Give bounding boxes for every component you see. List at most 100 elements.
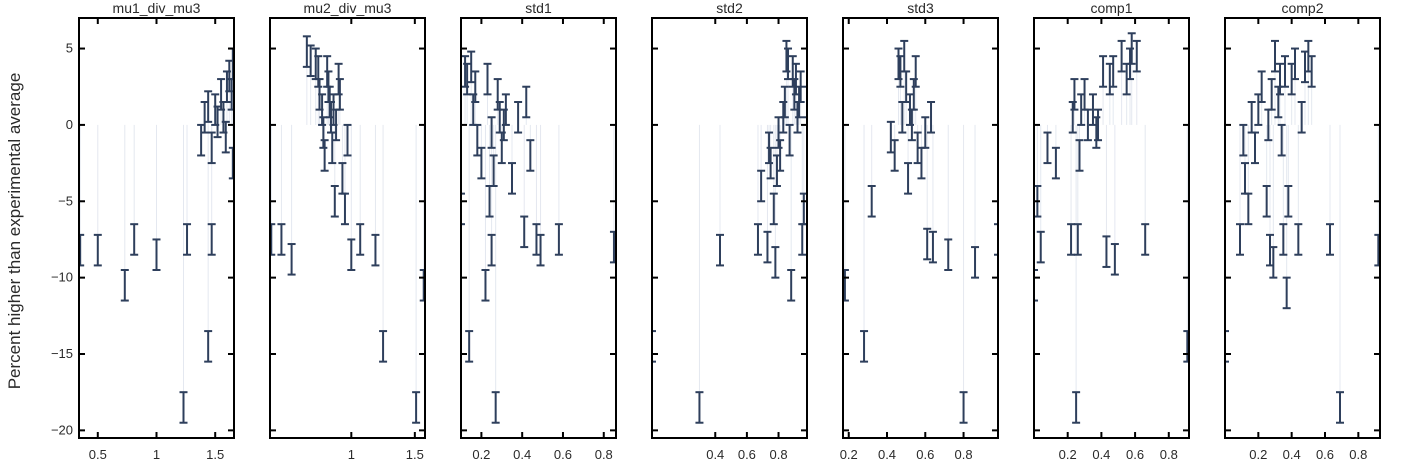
error-bar-point	[1051, 146, 1060, 180]
error-bar-point	[340, 192, 349, 226]
error-bar-point	[1141, 223, 1150, 256]
x-tick-label: 0.2	[840, 447, 858, 462]
error-bar-point	[471, 70, 480, 103]
panel-title: std1	[525, 0, 552, 16]
error-bar-point	[343, 123, 352, 157]
error-bar-point	[204, 90, 213, 123]
error-bar-point	[228, 146, 234, 180]
error-bar-point	[1297, 101, 1306, 134]
error-bar-point	[93, 233, 102, 267]
error-bar-point	[1109, 55, 1118, 88]
panel-comp2: comp2 0.2 0.4 0.6 0.8	[1224, 0, 1381, 462]
x-tick-label: 0.6	[1126, 447, 1144, 462]
error-bar-point	[944, 238, 953, 271]
error-bar-point	[1110, 243, 1119, 276]
error-bar-point	[911, 55, 920, 88]
error-bar-point	[1281, 55, 1289, 88]
panel-title: mu2_div_mu3	[304, 0, 392, 16]
error-bar-point	[780, 85, 789, 119]
error-bar-point	[1276, 62, 1284, 96]
error-bar-point	[1036, 230, 1045, 264]
error-bar-point	[467, 50, 476, 84]
error-bar-point	[1269, 246, 1278, 279]
error-bar-point	[782, 39, 791, 73]
error-bar-point	[609, 230, 616, 264]
panel-frame	[651, 17, 808, 439]
error-bar-point	[898, 101, 907, 134]
error-bar-point	[886, 120, 895, 154]
x-tick-label: 0.2	[1059, 447, 1077, 462]
error-bar-point	[927, 101, 936, 134]
x-tick-label: 0.8	[595, 447, 613, 462]
error-bar-point	[1257, 70, 1266, 103]
error-bar-point	[1043, 131, 1052, 165]
error-bar-point	[270, 223, 276, 256]
error-bar-point	[1274, 85, 1283, 119]
x-tick-label: 0.8	[1160, 447, 1178, 462]
error-bar-point	[971, 246, 980, 279]
error-bar-point	[867, 185, 876, 218]
x-tick-label: 0.4	[513, 447, 531, 462]
error-bar-point	[1241, 162, 1249, 195]
error-bar-point	[1277, 123, 1286, 157]
error-bar-point	[959, 391, 968, 424]
error-bar-point	[477, 146, 486, 180]
error-bar-point	[207, 223, 216, 256]
error-bar-point	[1225, 330, 1229, 363]
x-tick-label: 1.5	[406, 447, 424, 462]
error-bar-point	[1072, 391, 1081, 424]
error-bar-point	[554, 223, 563, 256]
x-tick-label: 0.4	[1092, 447, 1110, 462]
error-bar-point	[1073, 223, 1082, 256]
error-bar-point	[347, 238, 356, 271]
error-bar-point	[330, 185, 339, 218]
error-bar-point	[419, 269, 425, 302]
panel-title: comp1	[1090, 0, 1132, 16]
error-bar-point	[1264, 108, 1273, 142]
error-bar-point	[183, 223, 192, 256]
error-bar-point	[328, 131, 337, 165]
error-bar-point	[1034, 269, 1038, 302]
error-bar-point	[1183, 330, 1189, 363]
error-bar-point	[1132, 39, 1141, 73]
error-bar-point	[207, 131, 216, 165]
error-bar-point	[843, 269, 849, 302]
error-bar-point	[1068, 101, 1077, 134]
panel-data	[652, 39, 807, 424]
error-bar-point	[1284, 185, 1293, 218]
x-tick-label: 0.4	[1283, 447, 1301, 462]
error-bar-point	[507, 162, 516, 195]
x-tick-label: 0.8	[955, 447, 973, 462]
y-axis-label: Percent higher than experimental average	[5, 73, 24, 390]
error-bar-point	[487, 116, 496, 149]
error-bar-point	[1251, 131, 1259, 165]
error-bar-point	[221, 120, 230, 154]
panel-mu2-div-mu3: mu2_div_mu3 1 1.5	[269, 0, 426, 462]
error-bar-point	[314, 55, 323, 88]
error-bar-point	[461, 192, 465, 226]
error-bar-point	[481, 269, 490, 302]
error-bar-point	[501, 93, 510, 126]
error-bar-point	[652, 330, 656, 363]
error-bar-point	[1247, 101, 1256, 134]
error-bar-point	[532, 223, 541, 256]
error-bar-point	[890, 139, 899, 172]
error-bar-point	[318, 93, 327, 126]
error-bar-point	[489, 154, 498, 187]
error-bar-point	[1262, 185, 1271, 218]
panel-title: std3	[907, 0, 934, 16]
error-bar-point	[923, 227, 932, 261]
x-tick-label: 0.4	[878, 447, 896, 462]
y-tick-label: −20	[51, 422, 73, 437]
panel-title: mu1_div_mu3	[113, 0, 201, 16]
error-bar-point	[79, 233, 85, 267]
error-bar-point	[796, 70, 805, 103]
x-tick-label: 1	[348, 447, 355, 462]
error-bar-point	[487, 233, 496, 267]
error-bar-point	[1094, 108, 1103, 142]
error-bar-point	[1271, 39, 1279, 73]
panel-data	[79, 47, 234, 424]
error-bar-point	[379, 330, 388, 363]
error-bar-point	[1244, 192, 1253, 226]
y-tick-label: 0	[66, 117, 73, 132]
